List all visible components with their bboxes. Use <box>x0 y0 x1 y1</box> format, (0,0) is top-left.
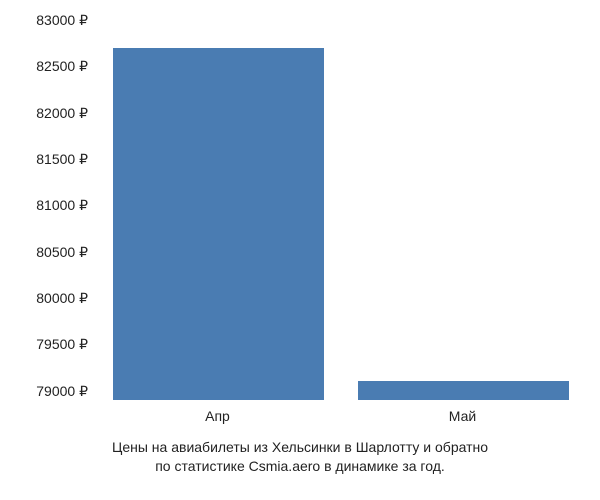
x-tick-label: Апр <box>118 408 318 424</box>
caption-line-2: по статистике Csmia.aero в динамике за г… <box>155 458 445 474</box>
bar <box>113 48 324 400</box>
y-tick-label: 81000 ₽ <box>8 198 88 212</box>
price-chart: 79000 ₽ 79500 ₽ 80000 ₽ 80500 ₽ 81000 ₽ 81500… <box>0 0 600 500</box>
y-tick-label: 79500 ₽ <box>8 337 88 351</box>
y-tick-label: 79000 ₽ <box>8 384 88 398</box>
y-tick-label: 80000 ₽ <box>8 291 88 305</box>
x-tick-label: Май <box>363 408 563 424</box>
chart-caption: Цены на авиабилеты из Хельсинки в Шарлот… <box>0 438 600 476</box>
y-tick-label: 80500 ₽ <box>8 245 88 259</box>
plot-area <box>95 20 586 401</box>
caption-line-1: Цены на авиабилеты из Хельсинки в Шарлот… <box>112 439 488 455</box>
y-tick-label: 82500 ₽ <box>8 59 88 73</box>
y-tick-label: 83000 ₽ <box>8 13 88 27</box>
y-tick-label: 82000 ₽ <box>8 106 88 120</box>
bar <box>358 381 569 400</box>
y-tick-label: 81500 ₽ <box>8 152 88 166</box>
